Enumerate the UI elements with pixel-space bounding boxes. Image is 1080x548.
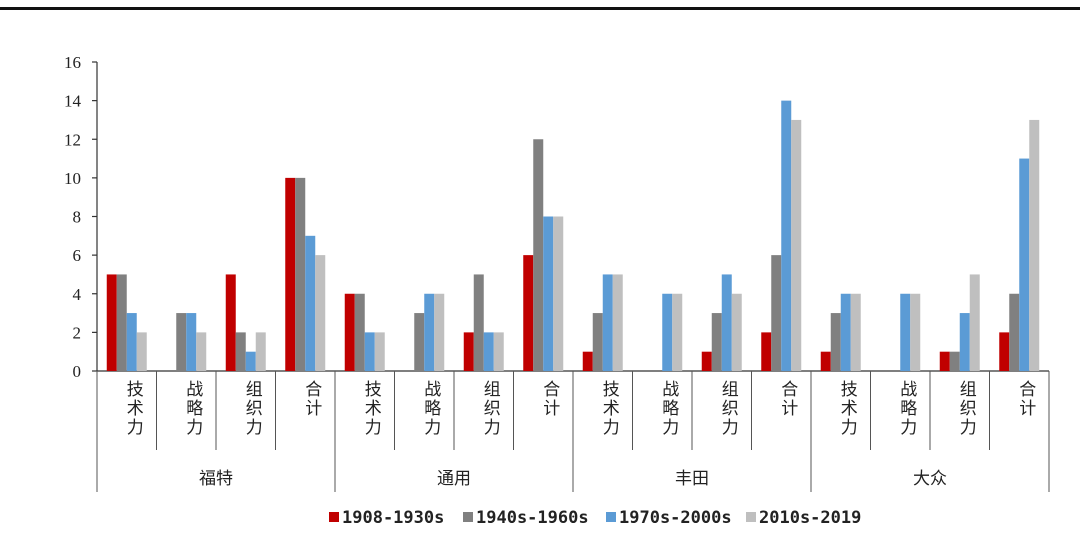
category-label: 合计 [777,380,798,418]
category-label: 组织力 [480,380,501,437]
bar [850,293,861,371]
category-label: 技术力 [599,380,620,437]
y-tick-label: 16 [64,53,81,72]
bar [225,274,236,371]
bar [711,313,722,371]
bar [949,351,960,371]
bar [434,293,445,371]
bar [176,313,187,371]
bar [285,177,296,371]
bar [910,293,921,371]
top-rule [0,7,1080,10]
y-tick-label: 4 [73,285,82,304]
category-label: 合计 [301,380,322,418]
category-label: 战略力 [896,380,917,437]
bar [116,274,127,371]
bar [602,274,613,371]
y-tick-label: 2 [73,323,82,342]
legend-swatch [606,512,616,522]
bar [106,274,117,371]
bar [255,332,266,371]
bar [820,351,831,371]
bar [959,313,970,371]
bar [662,293,673,371]
bar [731,293,742,371]
y-tick-label: 0 [73,362,82,381]
bar [344,293,355,371]
bar [414,313,425,371]
bar [186,313,197,371]
bar [483,332,494,371]
bar [523,255,534,371]
bar [592,313,603,371]
y-tick-label: 8 [73,208,82,227]
bar [364,332,375,371]
bar [305,235,316,371]
bar [136,332,147,371]
y-tick-label: 10 [64,169,81,188]
bar [761,332,772,371]
group-label: 丰田 [675,469,709,489]
bar [1029,119,1040,371]
bar [582,351,593,371]
bar [424,293,435,371]
bar [969,274,980,371]
bar [354,293,365,371]
category-label: 合计 [539,380,560,418]
bar [672,293,683,371]
bar [840,293,851,371]
bar [473,274,484,371]
group-label: 大众 [913,469,947,489]
bar [781,100,792,371]
bar [721,274,732,371]
bar [701,351,712,371]
bar [196,332,207,371]
category-label: 组织力 [242,380,263,437]
bar [295,177,306,371]
category-label: 技术力 [361,380,382,437]
category-label: 组织力 [956,380,977,437]
bar [1019,158,1030,371]
bar [463,332,474,371]
group-label: 福特 [199,469,233,489]
bar [999,332,1010,371]
legend-label: 1940s-1960s [476,508,589,528]
bar [900,293,911,371]
bar [126,313,137,371]
legend-swatch [746,512,756,522]
y-tick-label: 14 [64,92,82,111]
bar [533,139,544,371]
category-label: 技术力 [837,380,858,437]
legend-label: 2010s-2019 [759,508,861,528]
y-tick-label: 6 [73,246,82,265]
category-label: 战略力 [420,380,441,437]
bar [612,274,623,371]
bar [830,313,841,371]
bar [771,255,782,371]
bar [939,351,950,371]
bar [245,351,256,371]
category-label: 战略力 [658,380,679,437]
bar [315,255,326,371]
bar [1009,293,1020,371]
category-label: 组织力 [718,380,739,437]
category-label: 技术力 [123,380,144,437]
legend-label: 1908-1930s [342,508,444,528]
bar [553,216,564,371]
bar [791,119,802,371]
y-tick-label: 12 [64,130,81,149]
category-label: 战略力 [182,380,203,437]
category-label: 合计 [1015,380,1036,418]
legend-swatch [329,512,339,522]
bar [374,332,385,371]
bar [543,216,554,371]
bar [235,332,246,371]
legend-label: 1970s-2000s [619,508,732,528]
bar [493,332,504,371]
legend-swatch [463,512,473,522]
group-label: 通用 [437,469,471,489]
